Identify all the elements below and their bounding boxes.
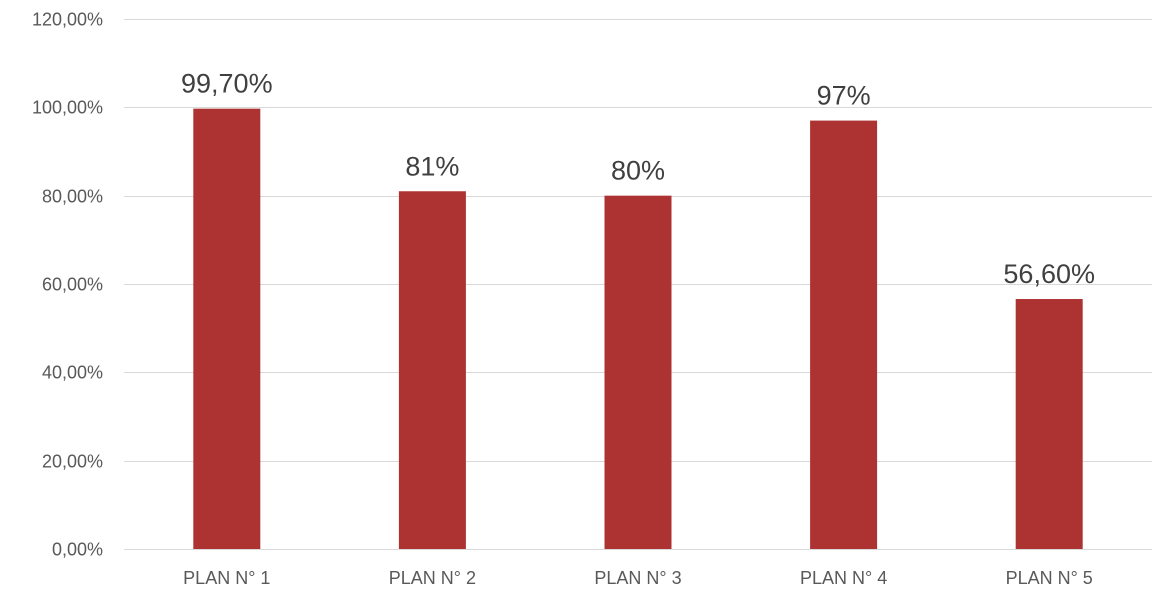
bars (193, 108, 1083, 550)
bar (398, 191, 466, 549)
y-tick-label: 0,00% (52, 540, 103, 560)
data-label: 99,70% (181, 69, 273, 99)
data-label: 80% (611, 156, 665, 186)
x-category-label: PLAN N° 3 (594, 568, 681, 588)
bar (810, 120, 878, 549)
bar (604, 195, 672, 549)
data-label: 56,60% (1003, 259, 1095, 289)
y-tick-label: 120,00% (32, 10, 103, 30)
y-axis-ticks: 0,00% 20,00% 40,00% 60,00% 80,00% 100,00% 120,… (32, 10, 103, 560)
y-tick-label: 20,00% (42, 452, 103, 472)
x-category-label: PLAN N° 1 (183, 568, 270, 588)
x-category-label: PLAN N° 5 (1006, 568, 1093, 588)
x-category-label: PLAN N° 4 (800, 568, 887, 588)
data-labels: 99,70% 81% 80% 97% 56,60% (181, 69, 1095, 289)
bar (1015, 299, 1083, 549)
data-label: 97% (817, 81, 871, 111)
y-tick-label: 60,00% (42, 275, 103, 295)
bar (193, 108, 261, 550)
data-label: 81% (405, 151, 459, 181)
y-tick-label: 40,00% (42, 363, 103, 383)
x-category-label: PLAN N° 2 (389, 568, 476, 588)
x-axis-categories: PLAN N° 1 PLAN N° 2 PLAN N° 3 PLAN N° 4 PLAN… (183, 568, 1093, 588)
y-tick-label: 100,00% (32, 98, 103, 118)
y-tick-label: 80,00% (42, 187, 103, 207)
